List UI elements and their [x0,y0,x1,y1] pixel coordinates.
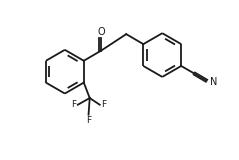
Text: F: F [101,100,106,109]
Text: O: O [97,27,105,37]
Text: N: N [210,77,218,87]
Text: F: F [86,116,91,125]
Text: F: F [71,100,76,109]
